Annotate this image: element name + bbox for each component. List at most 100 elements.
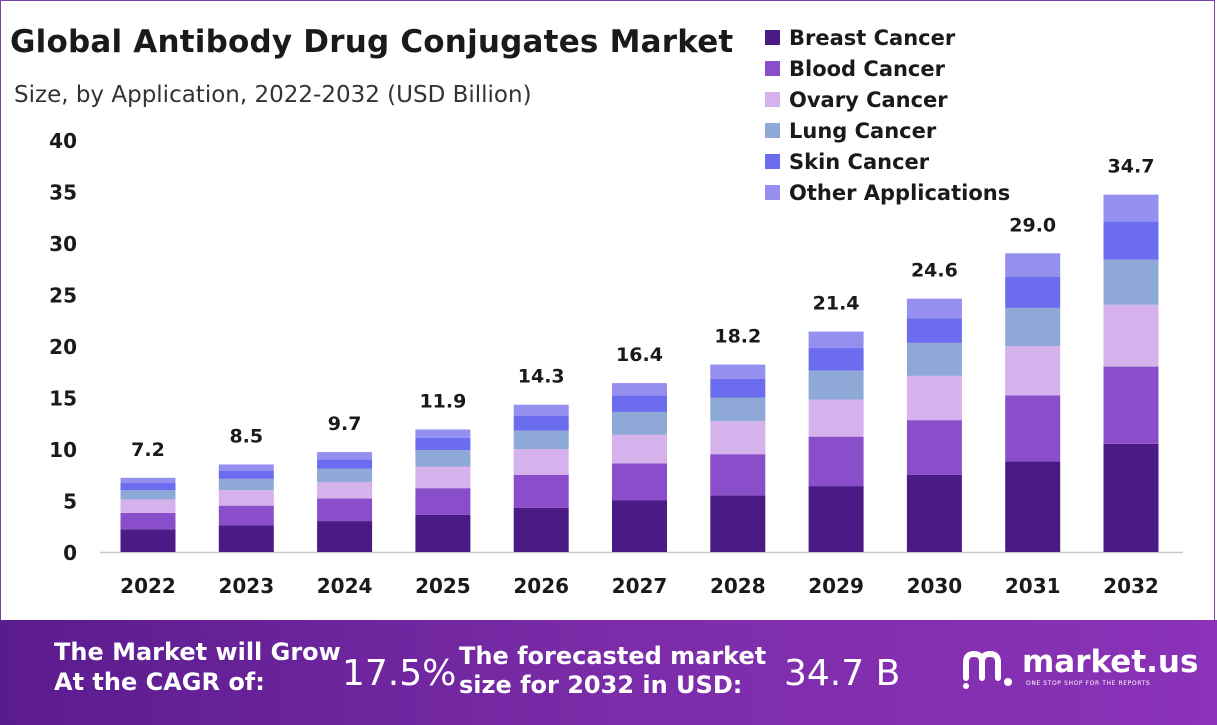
x-tick-label: 2030	[907, 574, 963, 598]
y-tick-label: 20	[49, 335, 77, 359]
x-tick-label: 2027	[612, 574, 668, 598]
bar-segment	[317, 459, 373, 469]
bar-segment	[906, 298, 962, 319]
data-label-total: 11.9	[419, 390, 466, 412]
bar-segment	[513, 507, 569, 552]
bar-segment	[1005, 253, 1061, 277]
x-tick-label: 2024	[317, 574, 373, 598]
bar-segment	[513, 416, 569, 431]
chart-legend: Breast Cancer Blood Cancer Ovary Cancer Lun…	[765, 22, 1010, 208]
bar-segment	[710, 421, 766, 455]
data-label-total: 21.4	[813, 293, 860, 315]
legend-label: Breast Cancer	[789, 25, 956, 50]
y-tick-label: 40	[49, 129, 77, 153]
bar-segment	[120, 482, 176, 491]
bar-segment	[612, 383, 667, 396]
bar-segment	[906, 318, 962, 343]
bar-segment	[415, 466, 471, 489]
bar-segment	[1103, 194, 1159, 222]
bar-segment	[415, 450, 471, 467]
chart-subtitle: Size, by Application, 2022-2032 (USD Bil…	[14, 82, 532, 108]
bar-segment	[120, 529, 176, 552]
legend-item: Other Applications	[765, 177, 1010, 208]
bar-segment	[710, 397, 766, 422]
bar-segment	[1103, 443, 1159, 552]
bar-segment	[120, 477, 176, 483]
summary-banner	[0, 620, 1217, 725]
legend-swatch	[765, 185, 780, 200]
bar-segment	[218, 464, 274, 471]
bar-segment	[120, 512, 176, 530]
bar-segment	[808, 399, 864, 437]
legend-label: Ovary Cancer	[789, 87, 948, 112]
bar-segment	[1005, 461, 1061, 552]
bar-segment	[1005, 307, 1061, 346]
x-tick-label: 2026	[513, 574, 569, 598]
data-label-total: 29.0	[1009, 214, 1056, 236]
legend-swatch	[765, 123, 780, 138]
data-label-total: 9.7	[328, 413, 362, 435]
legend-label: Lung Cancer	[789, 118, 937, 143]
bar-segment	[906, 342, 962, 376]
legend-label: Blood Cancer	[789, 56, 945, 81]
x-tick-label: 2025	[415, 574, 471, 598]
forecast-label-line1: The forecasted market	[459, 642, 767, 670]
data-label-total: 34.7	[1108, 156, 1155, 178]
y-tick-label: 5	[63, 490, 77, 514]
bar-segment	[808, 348, 864, 371]
bar-segment	[612, 411, 667, 435]
y-tick-label: 10	[49, 438, 77, 462]
cagr-value: 17.5%	[342, 653, 457, 694]
bar-segment	[317, 481, 373, 499]
bar-segment	[612, 395, 667, 412]
cagr-label-line1: The Market will Grow	[54, 638, 341, 666]
forecast-label-line2: size for 2032 in USD:	[459, 671, 743, 699]
legend-swatch	[765, 154, 780, 169]
bar-segment	[710, 495, 766, 552]
forecast-value: 34.7 B	[784, 653, 901, 694]
bar-segment	[120, 490, 176, 500]
bar-segment	[808, 486, 864, 552]
data-label-total: 18.2	[714, 326, 761, 348]
bar-segment	[906, 375, 962, 421]
bar-segment	[808, 436, 864, 487]
chart-title: Global Antibody Drug Conjugates Market	[10, 24, 734, 60]
bar-segment	[218, 505, 274, 526]
bar-segment	[710, 378, 766, 398]
x-tick-label: 2028	[710, 574, 766, 598]
bar-segment	[612, 434, 667, 464]
x-tick-label: 2023	[218, 574, 274, 598]
bar-segment	[415, 514, 471, 552]
bar-segment	[808, 331, 864, 349]
x-tick-label: 2022	[120, 574, 176, 598]
y-tick-label: 30	[49, 232, 77, 256]
bar-segment	[1103, 221, 1159, 260]
bar-segment	[513, 449, 569, 475]
y-tick-label: 0	[63, 541, 77, 565]
bar-segment	[120, 499, 176, 513]
bar-segment	[218, 470, 274, 479]
y-tick-label: 15	[49, 387, 77, 411]
bar-segment	[710, 454, 766, 496]
legend-swatch	[765, 30, 780, 45]
bar-segment	[710, 364, 766, 379]
bar-segment	[513, 404, 569, 417]
x-tick-label: 2031	[1005, 574, 1061, 598]
bar-segment	[317, 498, 373, 522]
bar-segment	[808, 370, 864, 400]
data-label-total: 24.6	[911, 260, 958, 282]
logo-name: market.us	[1022, 644, 1199, 680]
legend-item: Skin Cancer	[765, 146, 1010, 177]
bar-segment	[612, 500, 667, 552]
legend-swatch	[765, 92, 780, 107]
legend-label: Other Applications	[789, 180, 1011, 205]
data-label-total: 7.2	[131, 439, 165, 461]
bar-segment	[317, 468, 373, 482]
bar-segment	[1005, 276, 1061, 308]
stacked-bar-chart: 05101520253035407.220228.520239.7202411.…	[49, 129, 1183, 598]
legend-swatch	[765, 61, 780, 76]
legend-item: Lung Cancer	[765, 115, 1010, 146]
bar-segment	[415, 488, 471, 515]
bar-segment	[906, 474, 962, 552]
x-tick-label: 2029	[808, 574, 864, 598]
